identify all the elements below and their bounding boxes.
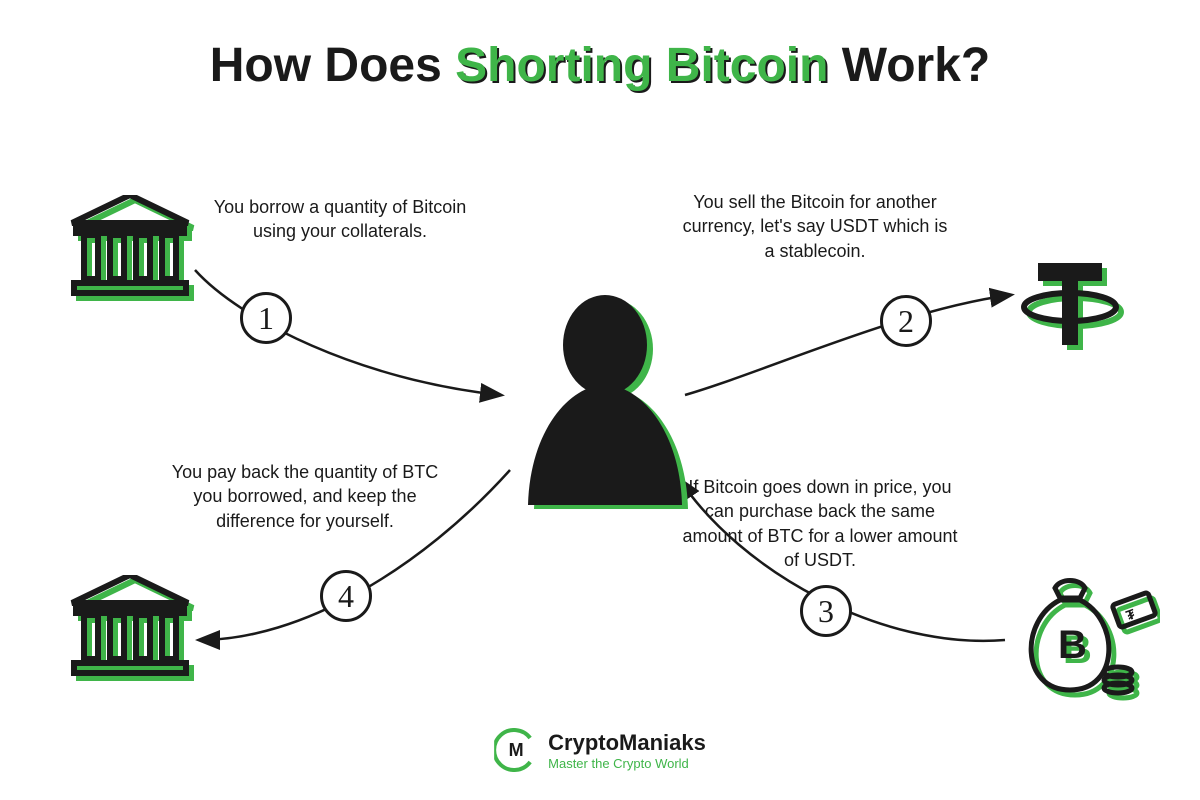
- title-suffix: Work?: [828, 39, 990, 92]
- bank-icon: [70, 195, 200, 310]
- arrow-step-1: [195, 270, 500, 395]
- title-prefix: How Does: [210, 39, 455, 92]
- brand-logo: M CryptoManiaks Master the Crypto World: [494, 728, 706, 772]
- step-1-number: 1: [258, 300, 274, 337]
- moneybag-icon: B B ₮: [1010, 570, 1160, 715]
- brand-tagline: Master the Crypto World: [548, 756, 706, 771]
- title-accent: Shorting Bitcoin: [455, 39, 828, 92]
- brand-name: CryptoManiaks: [548, 730, 706, 756]
- step-3-badge: 3: [800, 585, 852, 637]
- step-1-description: You borrow a quantity of Bitcoin using y…: [210, 195, 470, 244]
- arrow-step-2: [685, 295, 1010, 395]
- step-3-description: If Bitcoin goes down in price, you can p…: [675, 475, 965, 572]
- page-title: How Does Shorting Bitcoin Work?: [0, 38, 1200, 93]
- step-4-badge: 4: [320, 570, 372, 622]
- tether-icon: [1020, 255, 1130, 370]
- step-3-number: 3: [818, 593, 834, 630]
- step-4-number: 4: [338, 578, 354, 615]
- step-2-number: 2: [898, 303, 914, 340]
- person-icon: [520, 290, 690, 515]
- step-2-description: You sell the Bitcoin for another currenc…: [680, 190, 950, 263]
- step-1-badge: 1: [240, 292, 292, 344]
- step-2-badge: 2: [880, 295, 932, 347]
- logo-letter: M: [509, 740, 524, 760]
- bank-icon: [70, 575, 200, 690]
- svg-text:B: B: [1058, 623, 1087, 667]
- logo-mark-icon: M: [494, 728, 538, 772]
- step-4-description: You pay back the quantity of BTC you bor…: [165, 460, 445, 533]
- svg-text:₮: ₮: [1124, 605, 1138, 623]
